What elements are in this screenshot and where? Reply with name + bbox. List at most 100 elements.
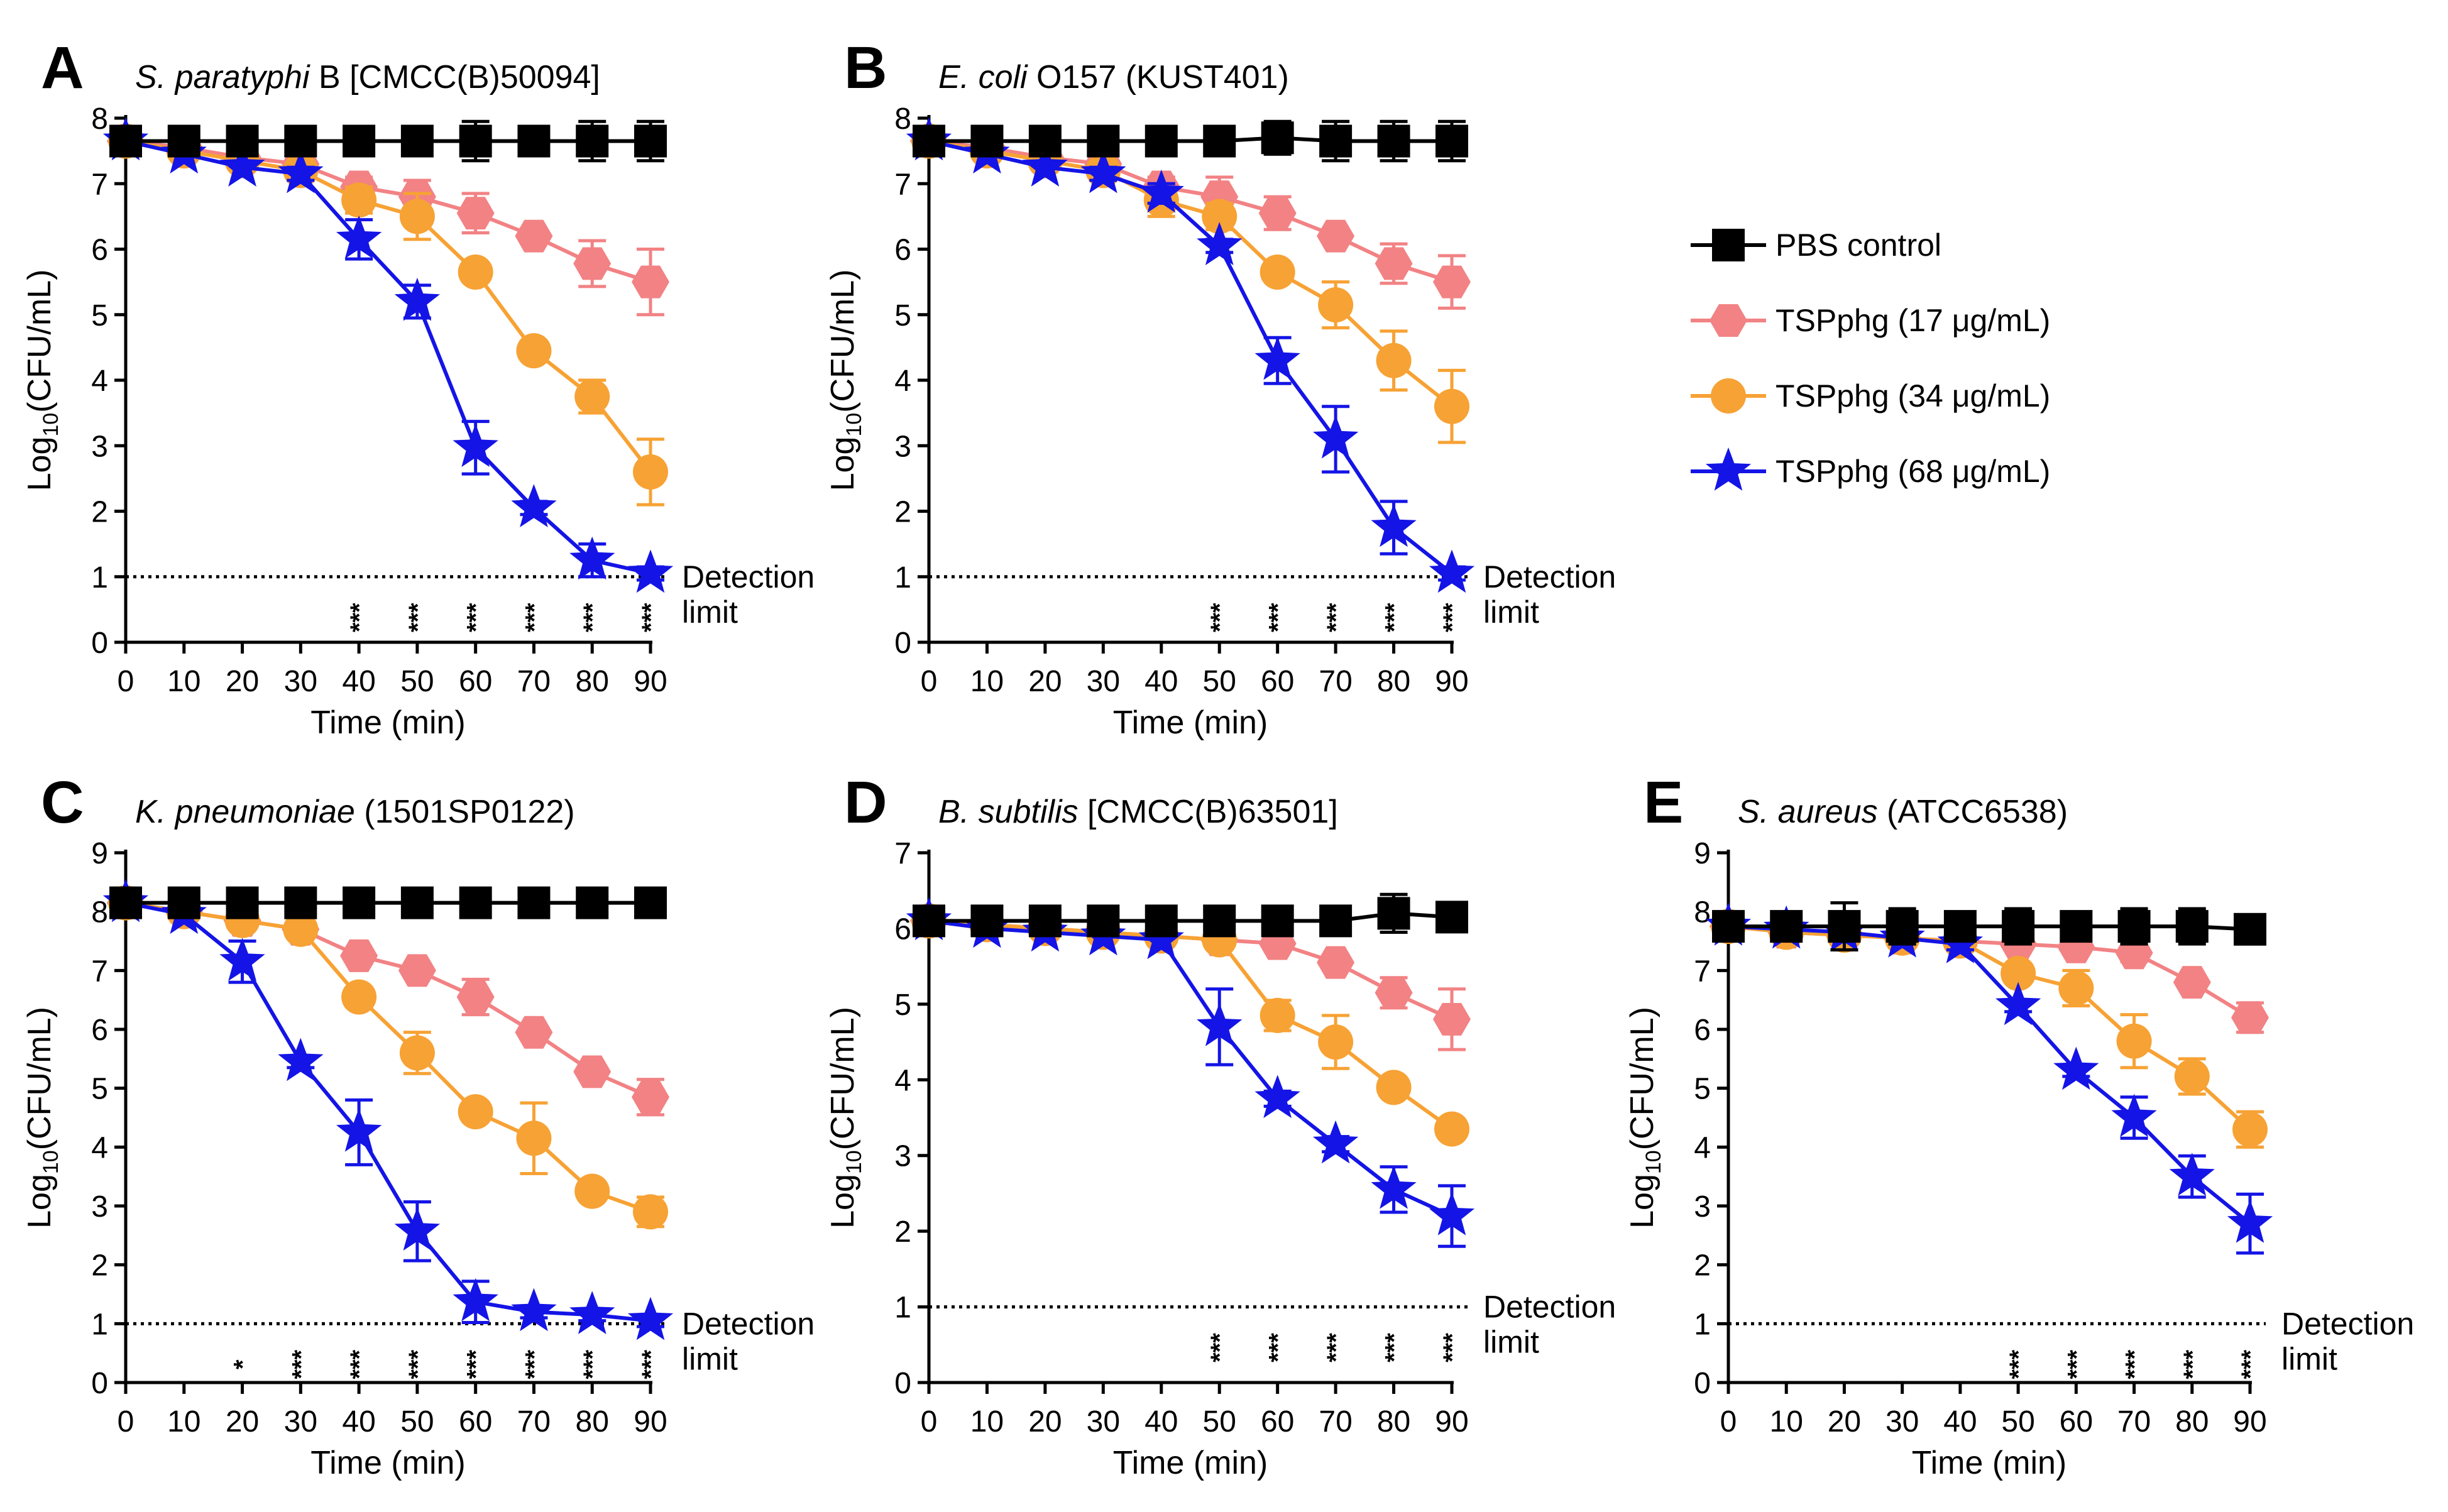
y-tick-label: 6	[894, 912, 911, 946]
significance-mark: ***	[1322, 1333, 1350, 1362]
x-tick-label: 80	[576, 1405, 609, 1438]
panel-title-italic: K. pneumoniae	[135, 794, 355, 830]
legend-marker	[1711, 378, 1746, 414]
significance-mark: ***	[1206, 1333, 1234, 1362]
panel-letter: A	[41, 35, 84, 101]
data-point	[574, 1173, 610, 1209]
series-line	[125, 901, 651, 1323]
data-point	[1433, 1003, 1471, 1036]
x-axis-label: Time (min)	[1113, 1445, 1268, 1481]
series-line	[928, 139, 1453, 408]
data-point	[400, 124, 434, 158]
data-point	[516, 1120, 552, 1156]
y-tick-label: 8	[91, 102, 108, 136]
data-point	[2169, 1153, 2215, 1196]
data-point	[1261, 121, 1294, 155]
y-axis-label-prefix: Log	[825, 437, 861, 491]
data-point	[2058, 970, 2094, 1006]
legend-marker	[1712, 229, 1745, 261]
series-line	[1728, 924, 2252, 1131]
data-point	[458, 254, 493, 290]
series-line	[929, 911, 1452, 923]
y-tick-label: 7	[894, 168, 911, 201]
x-tick-label: 40	[1144, 665, 1178, 698]
data-point	[278, 1038, 324, 1082]
series-line	[928, 919, 1453, 1131]
data-point	[343, 886, 376, 919]
significance-mark: ***	[637, 603, 665, 632]
y-tick-label: 3	[91, 430, 108, 463]
data-point	[459, 886, 492, 919]
legend-item-tsp17: TSPphg (17 μg/mL)	[1691, 303, 2050, 338]
data-point	[1435, 901, 1468, 934]
data-point	[511, 1288, 557, 1332]
y-tick-label: 3	[894, 1140, 911, 1173]
data-point	[167, 886, 200, 919]
significance-mark: ***	[520, 1350, 548, 1379]
y-axis-label-sub: 10	[39, 1150, 63, 1174]
data-point	[226, 886, 259, 919]
data-point	[341, 182, 377, 218]
data-point	[2002, 910, 2035, 943]
data-point	[1885, 910, 1919, 943]
x-tick-label: 30	[1087, 665, 1120, 698]
x-tick-label: 0	[1720, 1405, 1737, 1438]
y-tick-label: 3	[894, 430, 911, 463]
y-tick-label: 0	[91, 1367, 108, 1400]
x-axis-label: Time (min)	[310, 704, 466, 741]
data-point	[1313, 415, 1359, 459]
significance-mark: ***	[404, 603, 432, 632]
x-tick-label: 20	[226, 1405, 259, 1438]
data-point	[1203, 124, 1236, 158]
data-point	[1319, 124, 1353, 158]
y-tick-label: 8	[1694, 896, 1711, 929]
x-tick-label: 30	[1885, 1405, 1919, 1438]
x-tick-label: 90	[634, 665, 667, 698]
data-point	[569, 536, 615, 580]
data-point	[459, 124, 492, 158]
y-tick-label: 6	[894, 234, 911, 267]
x-tick-label: 0	[921, 1405, 938, 1438]
y-axis-label-prefix: Log	[21, 1174, 58, 1229]
series-tsp34	[108, 123, 668, 507]
y-tick-label: 8	[894, 102, 911, 136]
series-tsp68	[102, 879, 674, 1340]
detection-limit-label: limit	[682, 1341, 738, 1376]
panel-title-italic: E. coli	[938, 59, 1028, 96]
panel-title: S. paratyphi B [CMCC(B)50094]	[135, 59, 600, 96]
data-point	[1258, 197, 1297, 230]
y-axis-label-prefix: Log	[21, 437, 58, 491]
y-axis-label-sub: 10	[1642, 1150, 1666, 1174]
series-pbs	[109, 886, 667, 919]
panel-title: B. subtilis [CMCC(B)63501]	[938, 794, 1338, 830]
data-point	[1434, 1111, 1469, 1147]
data-point	[453, 1278, 498, 1322]
panel-title-rest: O157 (KUST401)	[1028, 59, 1289, 96]
data-point	[2116, 1023, 2152, 1059]
data-point	[1144, 904, 1178, 938]
y-axis-label: Log10(CFU/mL)	[825, 1007, 866, 1229]
panel-title-rest: (1501SP0122)	[355, 794, 575, 830]
legend-item-tsp34: TSPphg (34 μg/mL)	[1691, 378, 2050, 414]
series-line	[1728, 924, 2251, 1019]
data-point	[1138, 169, 1184, 213]
data-point	[569, 1291, 615, 1334]
data-point	[336, 215, 382, 259]
x-tick-label: 10	[970, 1405, 1004, 1438]
x-tick-label: 40	[342, 1405, 375, 1438]
significance-mark: ***	[2121, 1350, 2149, 1379]
series-pbs	[913, 119, 1468, 163]
x-tick-label: 0	[118, 1405, 134, 1438]
y-tick-label: 4	[894, 1064, 911, 1097]
data-point	[511, 484, 557, 527]
data-point	[278, 150, 324, 194]
data-point	[167, 124, 200, 158]
y-axis-label-suffix: (CFU/mL)	[825, 1007, 861, 1150]
data-point	[2060, 910, 2093, 943]
x-tick-label: 70	[1319, 665, 1352, 698]
x-tick-label: 40	[342, 665, 375, 698]
series-line	[125, 139, 651, 576]
y-tick-label: 5	[894, 299, 911, 332]
